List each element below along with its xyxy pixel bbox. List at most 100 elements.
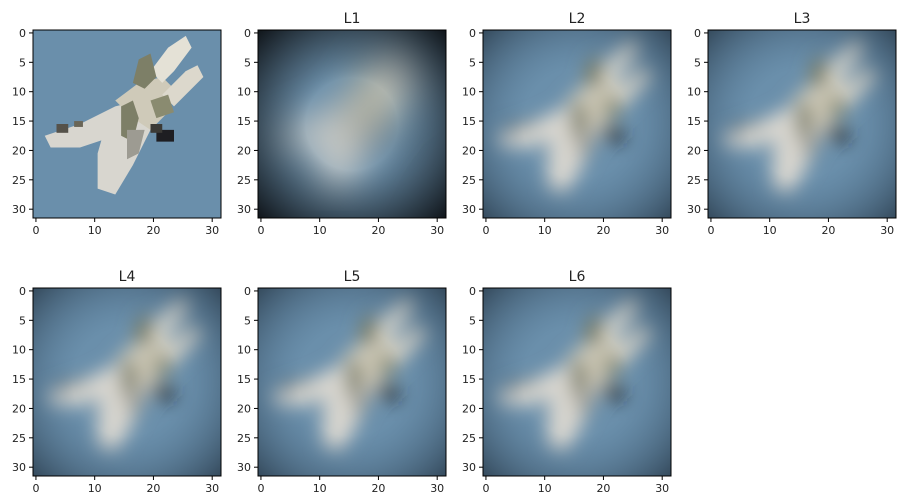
x-tick-label: 20 bbox=[146, 224, 160, 237]
y-tick-label: 5 bbox=[19, 314, 26, 327]
y-tick-label: 10 bbox=[237, 86, 251, 99]
y-tick-label: 10 bbox=[237, 344, 251, 357]
x-tick-label: 0 bbox=[32, 224, 39, 237]
y-tick-label: 25 bbox=[12, 174, 26, 187]
x-tick-label: 10 bbox=[538, 224, 552, 237]
axes-frame bbox=[32, 29, 222, 219]
axes-frame bbox=[257, 287, 447, 477]
y-tick-label: 15 bbox=[462, 115, 476, 128]
y-tick-label: 30 bbox=[462, 203, 476, 216]
axes-frame bbox=[482, 287, 672, 477]
x-tick-label: 30 bbox=[880, 224, 894, 237]
axes-frame bbox=[482, 29, 672, 219]
x-tick-label: 20 bbox=[596, 224, 610, 237]
y-tick-label: 15 bbox=[12, 373, 26, 386]
y-tick-label: 10 bbox=[462, 86, 476, 99]
x-tick-label: 20 bbox=[146, 482, 160, 493]
y-tick-label: 15 bbox=[462, 373, 476, 386]
x-tick-label: 10 bbox=[313, 224, 327, 237]
y-tick-label: 25 bbox=[237, 174, 251, 187]
y-tick-label: 0 bbox=[244, 285, 251, 298]
y-tick-label: 5 bbox=[469, 314, 476, 327]
x-tick-label: 30 bbox=[430, 482, 444, 493]
x-tick-label: 20 bbox=[821, 224, 835, 237]
panel-title: L6 bbox=[569, 269, 586, 285]
panel-title: L4 bbox=[119, 269, 136, 285]
y-tick-label: 20 bbox=[12, 402, 26, 415]
panel-title: L2 bbox=[569, 11, 586, 27]
x-tick-label: 30 bbox=[205, 482, 219, 493]
panel-image bbox=[33, 288, 221, 476]
x-tick-label: 0 bbox=[482, 482, 489, 493]
y-tick-label: 10 bbox=[687, 86, 701, 99]
panel-image bbox=[258, 288, 446, 476]
x-tick-label: 0 bbox=[482, 224, 489, 237]
y-tick-label: 20 bbox=[462, 402, 476, 415]
x-tick-label: 0 bbox=[707, 224, 714, 237]
y-tick-label: 0 bbox=[694, 27, 701, 40]
y-tick-label: 5 bbox=[469, 56, 476, 69]
y-tick-label: 30 bbox=[237, 203, 251, 216]
y-tick-label: 30 bbox=[687, 203, 701, 216]
axes-frame bbox=[707, 29, 897, 219]
panel-image bbox=[258, 30, 446, 218]
y-tick-label: 25 bbox=[237, 432, 251, 445]
y-tick-label: 0 bbox=[244, 27, 251, 40]
x-tick-label: 30 bbox=[655, 224, 669, 237]
y-tick-label: 30 bbox=[237, 461, 251, 474]
y-tick-label: 20 bbox=[12, 144, 26, 157]
y-tick-label: 5 bbox=[244, 314, 251, 327]
y-tick-label: 10 bbox=[12, 86, 26, 99]
panel-title: L5 bbox=[344, 269, 361, 285]
y-tick-label: 15 bbox=[12, 115, 26, 128]
x-tick-label: 10 bbox=[88, 482, 102, 493]
x-tick-label: 10 bbox=[313, 482, 327, 493]
y-tick-label: 0 bbox=[19, 285, 26, 298]
x-tick-label: 30 bbox=[655, 482, 669, 493]
y-tick-label: 15 bbox=[237, 373, 251, 386]
y-tick-label: 25 bbox=[462, 432, 476, 445]
y-tick-label: 5 bbox=[244, 56, 251, 69]
x-tick-label: 0 bbox=[257, 224, 264, 237]
y-tick-label: 30 bbox=[462, 461, 476, 474]
panel-l2: 0 10 20 30 0 5 10 15 20 25 30 L2 bbox=[462, 11, 672, 237]
x-tick-label: 0 bbox=[257, 482, 264, 493]
x-tick-label: 20 bbox=[596, 482, 610, 493]
y-tick-label: 0 bbox=[19, 27, 26, 40]
panel-image bbox=[708, 30, 896, 218]
panel-l3: 0 10 20 30 0 5 10 15 20 25 30 L3 bbox=[687, 11, 897, 237]
panel-l1: 0 10 20 30 0 5 10 15 20 25 30 L1 bbox=[237, 11, 447, 237]
panel-l6: 0 10 20 30 0 5 10 15 20 25 30 L6 bbox=[462, 269, 672, 493]
x-tick-label: 10 bbox=[763, 224, 777, 237]
panel-original: 0 10 20 30 0 5 10 15 20 25 30 bbox=[12, 27, 222, 237]
panel-l5: 0 10 20 30 0 5 10 15 20 25 30 L5 bbox=[237, 269, 447, 493]
y-tick-label: 0 bbox=[469, 27, 476, 40]
axes-frame bbox=[257, 29, 447, 219]
panel-image bbox=[33, 30, 221, 218]
x-tick-label: 30 bbox=[430, 224, 444, 237]
y-tick-label: 25 bbox=[687, 174, 701, 187]
y-tick-label: 15 bbox=[237, 115, 251, 128]
x-tick-label: 30 bbox=[205, 224, 219, 237]
x-tick-label: 0 bbox=[32, 482, 39, 493]
y-tick-label: 10 bbox=[462, 344, 476, 357]
y-tick-label: 20 bbox=[462, 144, 476, 157]
x-tick-label: 10 bbox=[538, 482, 552, 493]
y-tick-label: 0 bbox=[469, 285, 476, 298]
y-tick-label: 10 bbox=[12, 344, 26, 357]
y-tick-label: 20 bbox=[237, 402, 251, 415]
panel-title: L3 bbox=[794, 11, 811, 27]
y-tick-label: 15 bbox=[687, 115, 701, 128]
x-tick-label: 10 bbox=[88, 224, 102, 237]
x-tick-label: 20 bbox=[371, 224, 385, 237]
y-tick-label: 30 bbox=[12, 461, 26, 474]
panel-l4: 0 10 20 30 0 5 10 15 20 25 30 L4 bbox=[12, 269, 222, 493]
panel-image bbox=[483, 288, 671, 476]
y-tick-label: 25 bbox=[12, 432, 26, 445]
axes-frame bbox=[32, 287, 222, 477]
panel-title: L1 bbox=[344, 11, 361, 27]
y-tick-label: 5 bbox=[694, 56, 701, 69]
y-tick-label: 20 bbox=[237, 144, 251, 157]
x-tick-label: 20 bbox=[371, 482, 385, 493]
